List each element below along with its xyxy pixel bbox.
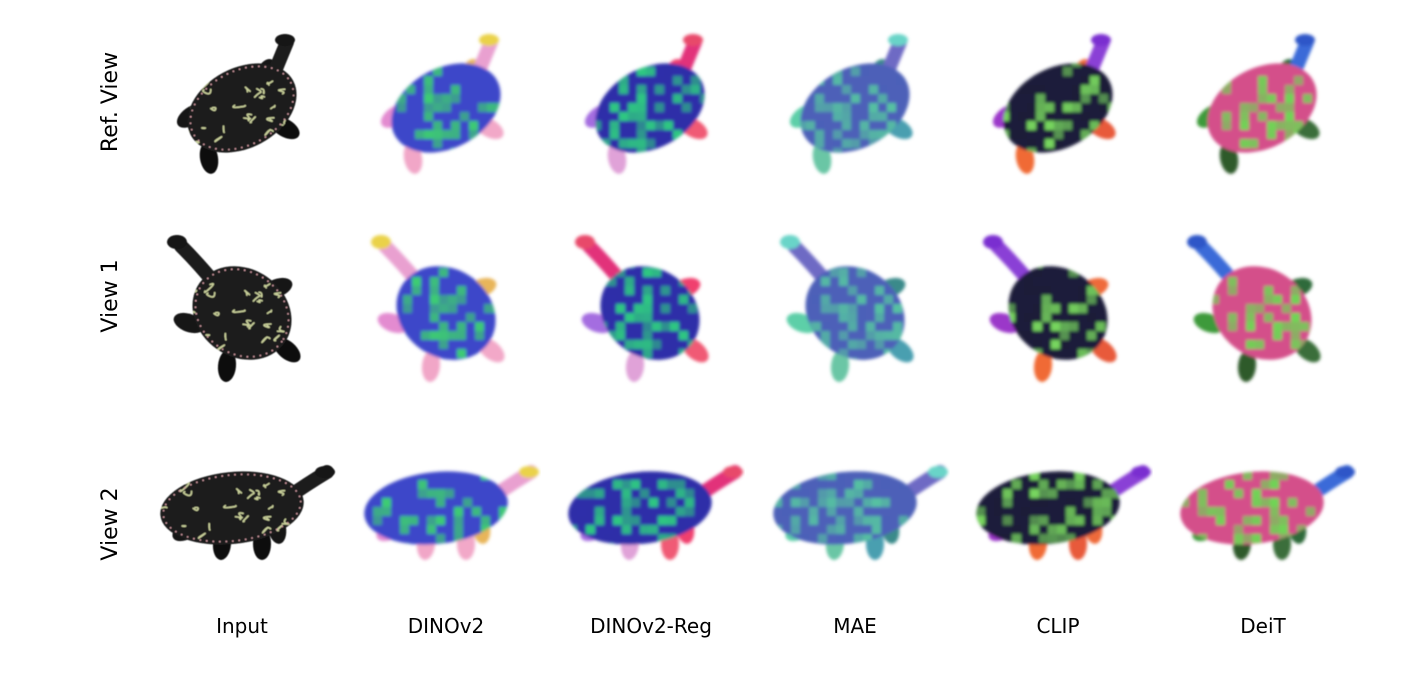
turtle-head — [1295, 34, 1315, 46]
turtle-head — [275, 34, 295, 46]
turtle-shape — [580, 34, 720, 175]
turtle-head — [1131, 466, 1151, 478]
figure-cell — [351, 228, 541, 388]
turtle-shape — [988, 34, 1128, 175]
turtle-head — [888, 34, 908, 46]
figure-cell — [147, 228, 337, 388]
figure-cell — [760, 228, 950, 388]
turtle-image — [963, 420, 1153, 580]
turtle-head — [1335, 466, 1355, 478]
turtle-head — [575, 235, 595, 249]
figure-cell — [963, 28, 1153, 188]
turtle-head — [371, 235, 391, 249]
column-label: CLIP — [958, 614, 1158, 638]
turtle-image — [147, 28, 337, 188]
column-label: Input — [142, 614, 342, 638]
column-label: DeiT — [1163, 614, 1363, 638]
turtle-image — [555, 28, 745, 188]
figure-cell — [963, 420, 1153, 580]
turtle-image — [1167, 228, 1357, 388]
turtle-image — [760, 420, 950, 580]
turtle-head — [928, 466, 948, 478]
turtle-image — [147, 228, 337, 388]
turtle-image — [963, 228, 1153, 388]
turtle-head — [1187, 235, 1207, 249]
figure-cell — [351, 28, 541, 188]
figure-cell — [963, 228, 1153, 388]
turtle-head — [479, 34, 499, 46]
turtle-image — [555, 228, 745, 388]
turtle-head — [683, 34, 703, 46]
column-label: DINOv2 — [346, 614, 546, 638]
turtle-head — [983, 235, 1003, 249]
figure-cell — [555, 28, 745, 188]
turtle-image — [1167, 28, 1357, 188]
row-label: View 1 — [97, 196, 125, 396]
figure-cell — [760, 28, 950, 188]
figure-cell — [1167, 420, 1357, 580]
turtle-image — [1167, 420, 1357, 580]
row-label: View 2 — [97, 424, 125, 624]
turtle-shape — [780, 235, 923, 383]
column-label: DINOv2-Reg — [551, 614, 751, 638]
turtle-image — [555, 420, 745, 580]
turtle-shape — [361, 462, 539, 561]
turtle-head — [723, 466, 743, 478]
turtle-shape — [575, 235, 718, 383]
turtle-shape — [172, 34, 312, 175]
turtle-image — [963, 28, 1153, 188]
turtle-shape — [167, 235, 310, 383]
turtle-shape — [157, 465, 335, 561]
figure-cell — [1167, 28, 1357, 188]
row-label: Ref. View — [97, 2, 125, 202]
turtle-image — [351, 420, 541, 580]
turtle-shape — [1192, 34, 1332, 175]
figure-cell — [760, 420, 950, 580]
turtle-shape — [973, 462, 1151, 561]
shell-pattern — [1180, 462, 1324, 561]
turtle-image — [760, 228, 950, 388]
turtle-shape — [376, 34, 516, 175]
turtle-shape — [770, 462, 948, 561]
turtle-shape — [1187, 235, 1330, 383]
turtle-shape — [1177, 462, 1355, 561]
turtle-image — [760, 28, 950, 188]
turtle-shape — [785, 34, 925, 175]
figure-cell — [1167, 228, 1357, 388]
column-label: MAE — [755, 614, 955, 638]
figure-cell — [147, 28, 337, 188]
turtle-image — [351, 228, 541, 388]
turtle-shape — [983, 235, 1126, 383]
turtle-head — [1091, 34, 1111, 46]
turtle-head — [167, 235, 187, 249]
figure-cell — [555, 228, 745, 388]
figure-cell — [351, 420, 541, 580]
turtle-shape — [565, 462, 743, 561]
figure-cell — [147, 420, 337, 580]
figure-cell — [555, 420, 745, 580]
turtle-head — [315, 466, 335, 478]
turtle-head — [519, 466, 539, 478]
turtle-image — [351, 28, 541, 188]
turtle-head — [780, 235, 800, 249]
turtle-image — [147, 420, 337, 580]
turtle-shape — [371, 235, 514, 383]
